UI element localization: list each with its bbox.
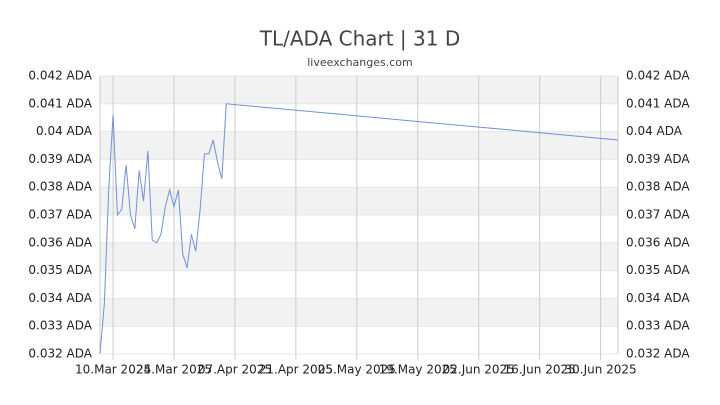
x-tick-label: 07.Apr 2025 <box>198 363 272 377</box>
chart-title: TL/ADA Chart | 31 D <box>259 27 461 51</box>
y2-tick-label: 0.035 ADA <box>626 263 690 277</box>
data-line <box>99 103 619 355</box>
y-tick-label: 0.032 ADA <box>28 347 92 361</box>
y-tick-label: 0.033 ADA <box>28 319 92 333</box>
grid-band <box>100 242 618 271</box>
x-tick-label: 02.Jun 2025 <box>443 363 515 377</box>
y2-tick-label: 0.032 ADA <box>626 347 690 361</box>
grid-band <box>100 298 618 327</box>
y-tick-label: 0.041 ADA <box>28 96 92 110</box>
y2-tick-label: 0.04 ADA <box>626 124 683 138</box>
x-tick-label: 21.Apr 2025 <box>259 363 333 377</box>
grid-band <box>100 187 618 215</box>
x-tick-label: 30.Jun 2025 <box>564 363 636 377</box>
y-tick-label: 0.038 ADA <box>28 180 92 194</box>
y2-tick-label: 0.037 ADA <box>626 208 690 222</box>
y-tick-label: 0.042 ADA <box>28 69 92 83</box>
y-tick-label: 0.034 ADA <box>28 291 92 305</box>
x-tick-label: 16.Jun 2025 <box>504 363 576 377</box>
chart-subtitle: liveexchanges.com <box>307 56 412 69</box>
grid-band <box>100 131 618 160</box>
x-tick-label: 05.May 2025 <box>318 363 396 377</box>
y-tick-label: 0.036 ADA <box>28 235 92 249</box>
y-tick-label: 0.039 ADA <box>28 152 92 166</box>
grid-band <box>100 76 618 104</box>
x-tick-label: 19.May 2025 <box>379 363 457 377</box>
y2-tick-label: 0.036 ADA <box>626 235 690 249</box>
y-tick-label: 0.035 ADA <box>28 263 92 277</box>
x-tick-label: 10.Mar 2025 <box>75 363 151 377</box>
y-tick-label: 0.04 ADA <box>36 124 93 138</box>
y2-tick-label: 0.041 ADA <box>626 96 690 110</box>
y2-tick-label: 0.034 ADA <box>626 291 690 305</box>
y2-tick-label: 0.038 ADA <box>626 180 690 194</box>
y2-tick-label: 0.039 ADA <box>626 152 690 166</box>
y2-tick-label: 0.033 ADA <box>626 319 690 333</box>
x-tick-label: 24.Mar 2025 <box>136 363 212 377</box>
y2-tick-label: 0.042 ADA <box>626 69 690 83</box>
y-tick-label: 0.037 ADA <box>28 208 92 222</box>
